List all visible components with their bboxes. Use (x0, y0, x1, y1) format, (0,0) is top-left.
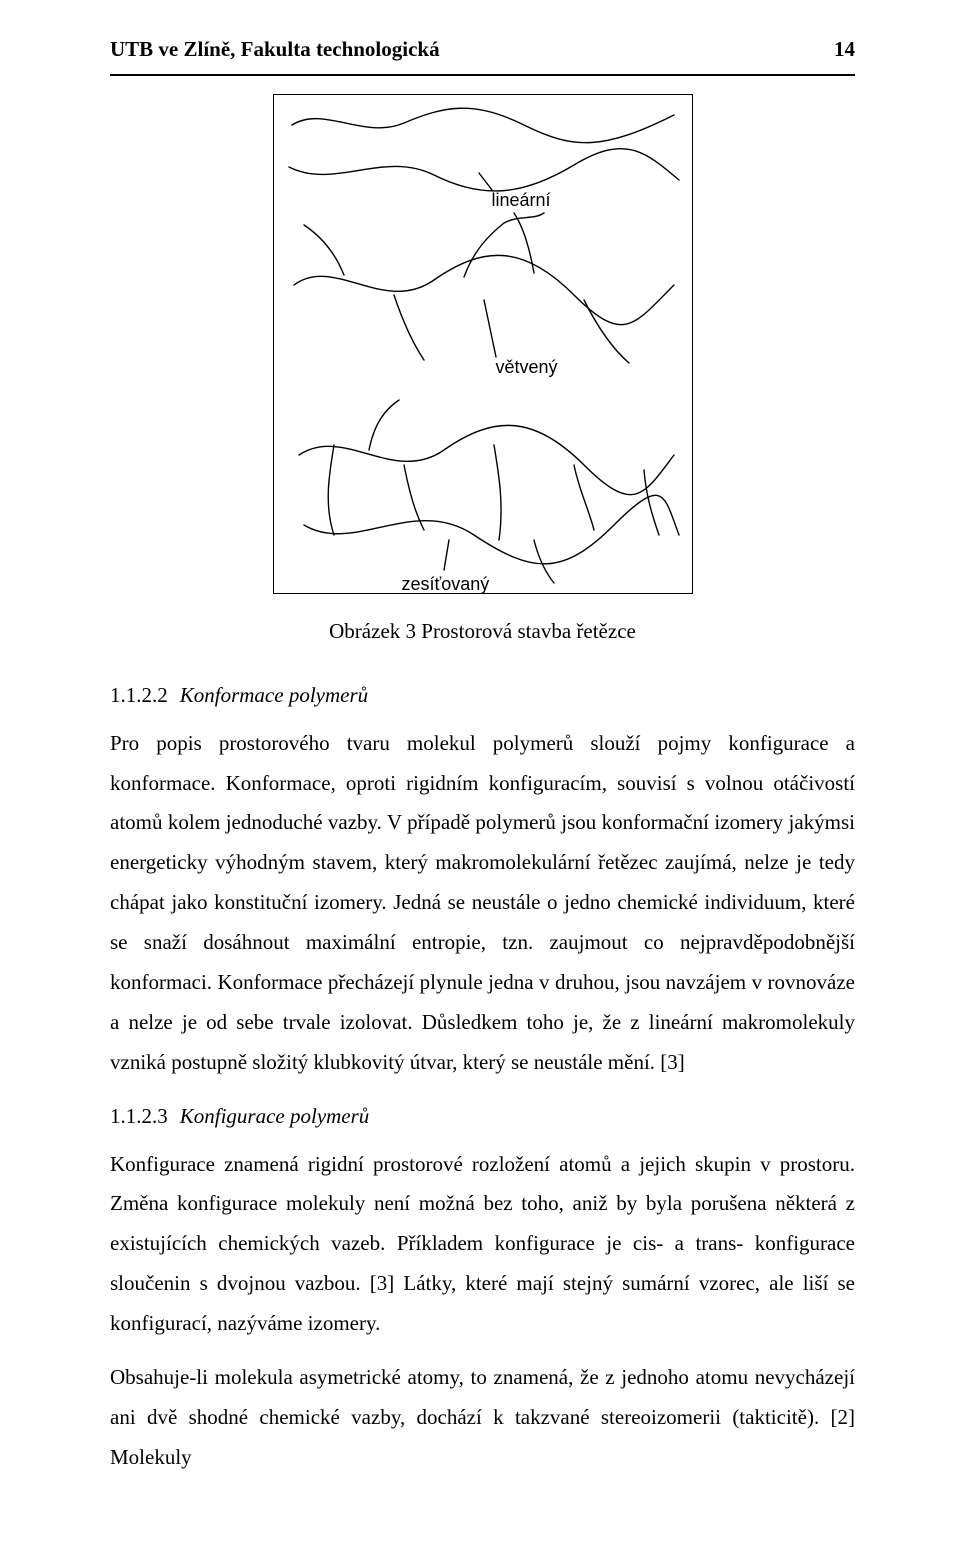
section-title: Konformace polymerů (180, 683, 368, 707)
page-header: UTB ve Zlíně, Fakulta technologická 14 (110, 30, 855, 76)
section-title: Konfigurace polymerů (180, 1104, 370, 1128)
section-heading-konfigurace: 1.1.2.3 Konfigurace polymerů (110, 1097, 855, 1137)
paragraph-konfigurace-1: Konfigurace znamená rigidní prostorové r… (110, 1145, 855, 1344)
paragraph-konformace: Pro popis prostorového tvaru molekul pol… (110, 724, 855, 1083)
paragraph-konfigurace-2: Obsahuje-li molekula asymetrické atomy, … (110, 1358, 855, 1478)
header-page-number: 14 (834, 30, 855, 70)
figure-label-crosslinked: zesíťovaný (402, 567, 490, 594)
figure-caption: Obrázek 3 Prostorová stavba řetězce (110, 612, 855, 652)
figure-svg (274, 95, 692, 593)
figure-label-branched: větvený (496, 350, 558, 384)
figure-polymer-structures: lineární větvený zesíťovaný (273, 94, 693, 594)
section-heading-konformace: 1.1.2.2 Konformace polymerů (110, 676, 855, 716)
figure-label-linear: lineární (492, 183, 551, 217)
document-page: UTB ve Zlíně, Fakulta technologická 14 (0, 0, 960, 1532)
header-institution: UTB ve Zlíně, Fakulta technologická (110, 30, 440, 70)
section-number: 1.1.2.2 (110, 683, 168, 707)
section-number: 1.1.2.3 (110, 1104, 168, 1128)
